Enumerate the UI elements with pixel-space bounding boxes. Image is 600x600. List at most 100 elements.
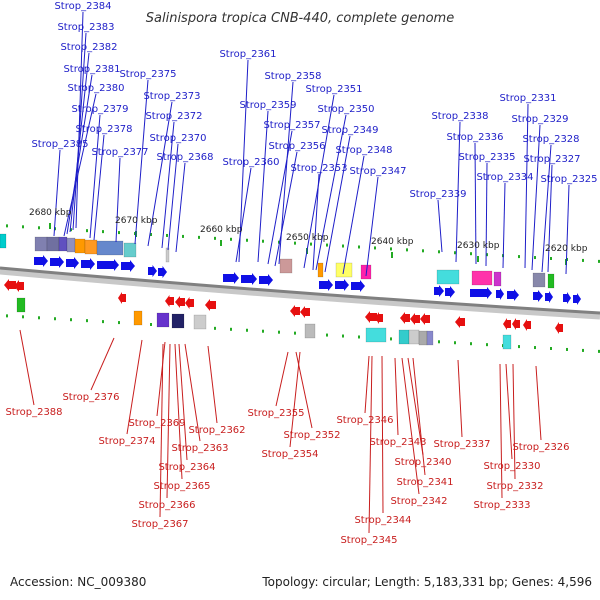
gene-label: Strop_2376: [62, 392, 119, 403]
reverse-gene-arrow: [400, 312, 410, 324]
scale-tick: [550, 347, 552, 350]
gene-label: Strop_2336: [446, 132, 503, 143]
feature-box: [493, 271, 502, 287]
scale-tick: [566, 347, 568, 351]
forward-gene-arrow: [66, 257, 79, 269]
gene-leader-line: [541, 144, 552, 273]
gene-leader-line: [289, 351, 301, 448]
forward-gene-arrow: [259, 274, 273, 286]
gene-leader-line: [166, 343, 171, 499]
gene-label: Strop_2358: [264, 71, 321, 82]
gene-leader-line: [147, 101, 173, 247]
feature-box: [471, 270, 493, 286]
reverse-gene-arrow: [165, 295, 174, 307]
scale-tick: [102, 320, 104, 324]
gene-leader-line: [364, 355, 370, 414]
forward-gene-arrow: [351, 280, 365, 292]
accession-text: Accession: NC_009380: [10, 575, 146, 589]
gene-label: Strop_2378: [75, 124, 132, 135]
feature-box: [317, 262, 324, 278]
gene-label: Strop_2351: [305, 84, 362, 95]
scale-tick-label: 2660 kbp: [200, 225, 243, 235]
reverse-gene-arrow: [375, 312, 383, 324]
scale-tick: [454, 251, 456, 255]
gene-leader-line: [315, 114, 347, 271]
scale-tick: [534, 256, 536, 260]
gene-arrow-layer: [4, 255, 581, 334]
gene-leader-line: [274, 151, 298, 267]
scale-tick: [310, 242, 312, 246]
gene-label-layer: 2680 kbp 2670 kbp 2660 kbp 2650 kbp 2640 kbp…: [5, 1, 597, 546]
gene-label: Strop_2345: [340, 535, 397, 546]
gene-leader-line: [156, 341, 166, 417]
gene-leader-line: [238, 59, 249, 263]
scale-tick-major: [391, 252, 393, 258]
forward-gene-arrow: [148, 265, 157, 277]
gene-label: Strop_2330: [483, 461, 540, 472]
scale-tick: [70, 228, 72, 232]
gene-leader-line: [368, 355, 373, 534]
reverse-gene-arrow: [290, 305, 300, 317]
gene-leader-line: [342, 155, 365, 275]
gene-label: Strop_2339: [409, 189, 466, 200]
scale-tick: [486, 343, 488, 347]
feature-box: [365, 327, 387, 343]
gene-label: Strop_2360: [222, 157, 279, 168]
gene-leader-line: [174, 343, 183, 480]
feature-box: [16, 297, 26, 313]
scale-tick: [326, 333, 328, 337]
feature-box: [123, 242, 137, 258]
forward-gene-arrow: [470, 287, 492, 299]
gene-leader-line: [178, 343, 188, 461]
reverse-gene-arrow: [185, 297, 194, 309]
gene-label: Strop_2373: [143, 91, 200, 102]
forward-gene-arrow: [434, 285, 444, 297]
scale-tick: [246, 238, 248, 242]
feature-box: [34, 236, 48, 252]
gene-label: Strop_2368: [156, 152, 213, 163]
backbone-layer: [0, 266, 600, 320]
gene-leader-line: [524, 103, 529, 269]
gene-label: Strop_2327: [523, 154, 580, 165]
forward-gene-arrow: [563, 292, 571, 304]
scale-tick: [150, 233, 152, 236]
gene-leader-line: [19, 329, 35, 406]
scale-tick: [374, 246, 376, 250]
gene-label: Strop_2359: [239, 100, 296, 111]
scale-tick: [390, 337, 392, 341]
gene-leader-line: [275, 351, 289, 407]
gene-label: Strop_2335: [458, 152, 515, 163]
gene-label: Strop_2361: [219, 49, 276, 60]
gene-leader-line: [324, 135, 351, 273]
gene-label: Strop_2326: [512, 442, 569, 453]
gene-label: Strop_2340: [394, 457, 451, 468]
gene-label: Strop_2357: [263, 120, 320, 131]
feature-box: [408, 329, 420, 345]
scale-tick: [262, 329, 264, 333]
gene-leader-line: [257, 110, 269, 263]
gene-leader-line: [93, 134, 105, 241]
forward-gene-arrow: [445, 286, 455, 298]
gene-label: Strop_2352: [283, 430, 340, 441]
gene-label: Strop_2349: [321, 125, 378, 136]
gene-leader-line: [365, 176, 379, 277]
scale-tick: [326, 243, 328, 247]
gene-label: Strop_2367: [131, 519, 188, 530]
scale-tick: [550, 257, 552, 260]
gene-label: Strop_2377: [91, 147, 148, 158]
genome-backbone-shadow: [0, 267, 600, 320]
scale-tick: [230, 327, 232, 331]
reverse-gene-arrow: [420, 313, 430, 325]
gene-leader-line: [531, 124, 541, 271]
feature-box: [46, 236, 60, 252]
gene-label: Strop_2375: [119, 69, 176, 80]
gene-leader-line: [161, 121, 175, 249]
gene-leader-line: [505, 363, 513, 460]
reverse-gene-arrow: [118, 292, 126, 304]
gene-leader-line: [126, 339, 143, 435]
scale-tick-label: 2640 kbp: [371, 237, 414, 247]
scale-tick: [182, 234, 184, 238]
feature-box: [547, 273, 555, 289]
reverse-gene-arrow: [4, 279, 16, 291]
